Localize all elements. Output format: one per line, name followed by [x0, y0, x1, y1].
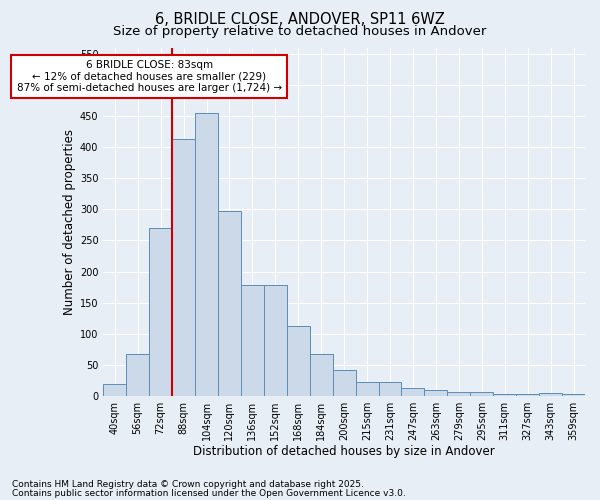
Bar [149, 228, 172, 396]
Bar [562, 394, 585, 396]
Bar [218, 210, 241, 396]
Bar [126, 354, 149, 396]
Bar [401, 388, 424, 396]
Bar [516, 394, 539, 396]
Text: Contains HM Land Registry data © Crown copyright and database right 2025.: Contains HM Land Registry data © Crown c… [12, 480, 364, 489]
Bar [264, 286, 287, 396]
Bar [195, 113, 218, 396]
Bar [287, 326, 310, 396]
Bar [241, 286, 264, 396]
Bar [172, 139, 195, 396]
Bar [493, 394, 516, 396]
Bar [470, 392, 493, 396]
Bar [448, 392, 470, 396]
Text: 6 BRIDLE CLOSE: 83sqm
← 12% of detached houses are smaller (229)
87% of semi-det: 6 BRIDLE CLOSE: 83sqm ← 12% of detached … [17, 60, 282, 93]
Bar [356, 382, 379, 396]
Text: Contains public sector information licensed under the Open Government Licence v3: Contains public sector information licen… [12, 488, 406, 498]
Bar [424, 390, 448, 396]
Text: Size of property relative to detached houses in Andover: Size of property relative to detached ho… [113, 25, 487, 38]
X-axis label: Distribution of detached houses by size in Andover: Distribution of detached houses by size … [193, 444, 495, 458]
Bar [539, 393, 562, 396]
Bar [310, 354, 332, 396]
Text: 6, BRIDLE CLOSE, ANDOVER, SP11 6WZ: 6, BRIDLE CLOSE, ANDOVER, SP11 6WZ [155, 12, 445, 28]
Bar [379, 382, 401, 396]
Bar [103, 384, 126, 396]
Y-axis label: Number of detached properties: Number of detached properties [62, 129, 76, 315]
Bar [332, 370, 356, 396]
